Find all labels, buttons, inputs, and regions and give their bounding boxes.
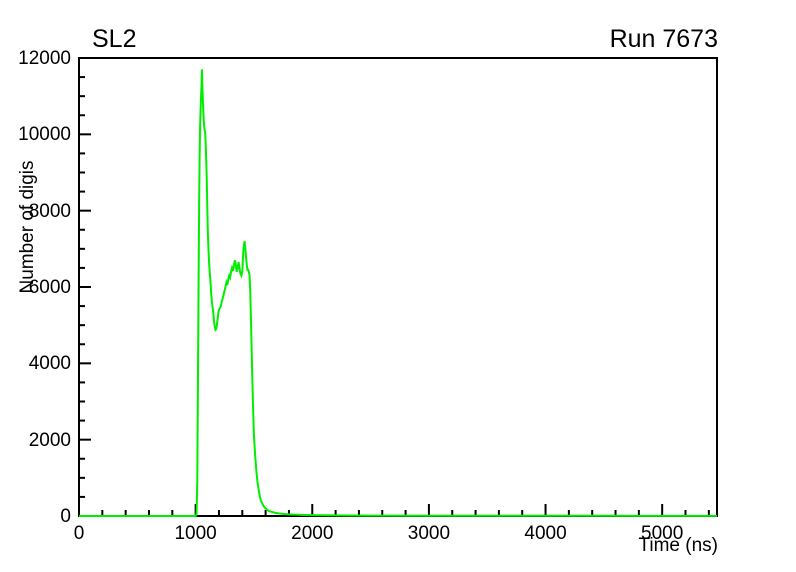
y-tick-label: 6000 — [28, 277, 71, 298]
x-tick-label: 1000 — [174, 523, 217, 544]
plot-title-left: SL2 — [92, 25, 137, 53]
x-tick-label: 5000 — [641, 523, 684, 544]
x-tick-label: 2000 — [291, 523, 334, 544]
y-axis-title: Number of digis — [17, 160, 38, 294]
y-tick-label: 2000 — [28, 429, 71, 451]
plot-title-right: Run 7673 — [609, 25, 718, 53]
data-curve — [79, 69, 717, 517]
y-tick-label: 4000 — [28, 353, 71, 375]
x-axis-title: Time (ns) — [638, 535, 718, 556]
y-tick-label: 8000 — [28, 200, 71, 222]
x-tick-label: 0 — [73, 523, 85, 544]
y-tick-label: 12000 — [18, 48, 71, 69]
x-tick-label: 4000 — [524, 523, 567, 544]
x-tick-label: 3000 — [407, 523, 451, 544]
y-tick-label: 0 — [60, 506, 71, 527]
axis-ticks — [78, 57, 710, 517]
y-tick-label: 10000 — [18, 124, 71, 146]
data-series-layer — [79, 69, 717, 517]
